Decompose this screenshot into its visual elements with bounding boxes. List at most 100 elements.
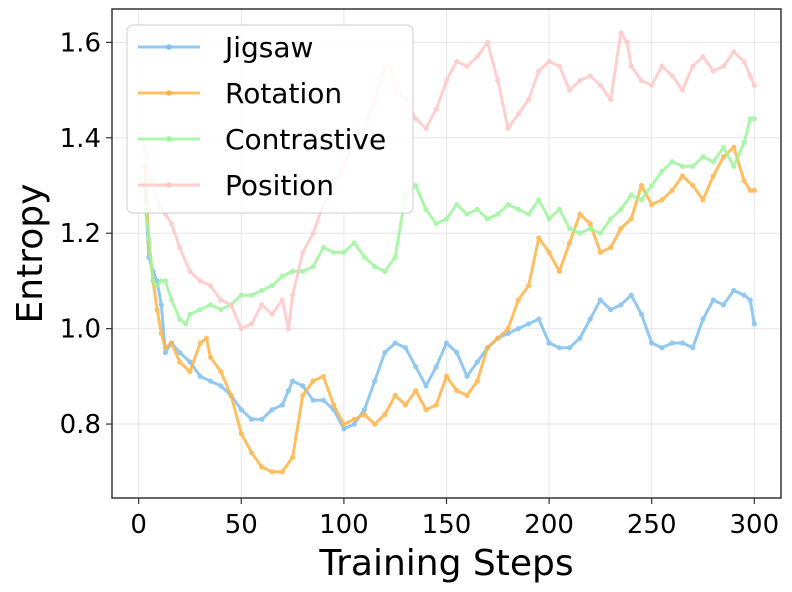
series-layer — [142, 30, 757, 475]
data-point-rotation — [464, 392, 470, 398]
data-point-rotation — [331, 402, 337, 408]
data-point-rotation — [341, 421, 347, 427]
data-point-contrastive — [505, 202, 511, 208]
data-point-jigsaw — [515, 326, 521, 332]
data-point-jigsaw — [310, 397, 316, 403]
data-point-contrastive — [628, 192, 634, 198]
data-point-contrastive — [320, 244, 326, 251]
data-point-rotation — [197, 340, 203, 346]
series-line-jigsaw — [143, 185, 756, 431]
data-point-position — [720, 63, 727, 69]
y-tick-label: 1.6 — [60, 28, 101, 58]
data-point-contrastive — [474, 206, 480, 212]
data-point-jigsaw — [207, 378, 214, 384]
data-point-contrastive — [183, 321, 189, 327]
data-point-rotation — [413, 388, 419, 394]
data-point-contrastive — [495, 211, 501, 217]
data-point-rotation — [731, 144, 737, 150]
legend-item-jigsaw[interactable]: Jigsaw — [138, 31, 313, 64]
data-point-jigsaw — [669, 340, 675, 346]
legend-item-rotation[interactable]: Rotation — [138, 77, 342, 110]
data-point-rotation — [433, 402, 439, 408]
data-point-position — [649, 82, 655, 88]
data-point-contrastive — [608, 216, 614, 222]
y-tick-label: 1.0 — [60, 315, 101, 345]
data-point-rotation — [700, 197, 706, 203]
data-point-position — [218, 297, 224, 303]
data-point-jigsaw — [197, 373, 203, 379]
data-point-rotation — [248, 450, 255, 456]
x-tick-label: 50 — [225, 510, 258, 540]
data-point-jigsaw — [608, 307, 614, 313]
legend-marker-contrastive — [166, 136, 172, 142]
data-point-position — [187, 268, 193, 274]
data-point-position — [546, 58, 552, 65]
data-point-jigsaw — [351, 421, 357, 427]
data-point-rotation — [320, 373, 326, 379]
data-point-contrastive — [331, 249, 337, 255]
data-point-position — [290, 292, 296, 298]
y-tick-label: 1.2 — [60, 219, 101, 249]
x-tick-label: 0 — [130, 510, 147, 540]
data-point-jigsaw — [526, 321, 532, 327]
data-point-position — [669, 73, 675, 79]
data-point-rotation — [228, 392, 234, 398]
data-point-jigsaw — [320, 397, 326, 403]
data-point-contrastive — [187, 311, 193, 317]
data-point-jigsaw — [402, 345, 409, 351]
data-point-jigsaw — [218, 383, 224, 389]
data-point-position — [443, 78, 450, 84]
legend-marker-jigsaw — [166, 44, 172, 50]
data-point-rotation — [158, 330, 164, 336]
data-point-contrastive — [484, 216, 491, 222]
data-point-rotation — [154, 307, 160, 313]
legend[interactable]: Jigsaw Rotation Contrastive Position — [126, 24, 414, 214]
data-point-jigsaw — [618, 302, 624, 308]
data-point-rotation — [597, 249, 604, 255]
data-point-jigsaw — [454, 349, 460, 356]
legend-item-contrastive[interactable]: Contrastive — [138, 123, 386, 156]
data-point-position — [423, 125, 429, 131]
legend-label-contrastive: Contrastive — [225, 123, 386, 156]
data-point-position — [197, 278, 203, 284]
data-point-jigsaw — [628, 292, 634, 298]
data-point-jigsaw — [505, 330, 511, 336]
data-point-jigsaw — [679, 340, 686, 346]
data-point-rotation — [454, 388, 460, 394]
series-rotation — [142, 144, 757, 475]
data-point-contrastive — [207, 302, 214, 308]
data-point-position — [177, 244, 183, 251]
data-point-jigsaw — [556, 345, 563, 351]
data-point-contrastive — [218, 307, 224, 313]
legend-box — [126, 24, 414, 214]
data-point-contrastive — [433, 221, 439, 227]
data-point-contrastive — [269, 283, 275, 289]
data-point-contrastive — [720, 144, 727, 150]
legend-item-position[interactable]: Position — [138, 169, 334, 202]
data-point-position — [587, 73, 593, 79]
data-point-position — [751, 82, 757, 88]
data-point-jigsaw — [700, 316, 706, 322]
data-point-rotation — [536, 235, 542, 241]
data-point-position — [628, 63, 634, 69]
data-point-rotation — [310, 378, 316, 384]
data-point-contrastive — [556, 206, 563, 212]
data-point-rotation — [238, 431, 244, 437]
data-point-jigsaw — [567, 345, 573, 351]
data-point-position — [228, 302, 234, 308]
data-point-position — [300, 249, 306, 255]
data-point-rotation — [515, 297, 521, 303]
data-point-rotation — [659, 197, 665, 203]
data-point-jigsaw — [443, 340, 450, 346]
data-point-position — [285, 326, 292, 332]
data-point-position — [413, 116, 419, 122]
data-point-contrastive — [259, 287, 265, 294]
data-point-rotation — [218, 369, 224, 375]
x-tick-label: 300 — [730, 510, 780, 540]
data-point-rotation — [526, 283, 532, 289]
data-point-position — [454, 58, 460, 65]
data-point-contrastive — [351, 240, 357, 246]
data-point-jigsaw — [361, 407, 367, 413]
data-point-rotation — [372, 421, 378, 427]
data-point-rotation — [474, 378, 480, 384]
